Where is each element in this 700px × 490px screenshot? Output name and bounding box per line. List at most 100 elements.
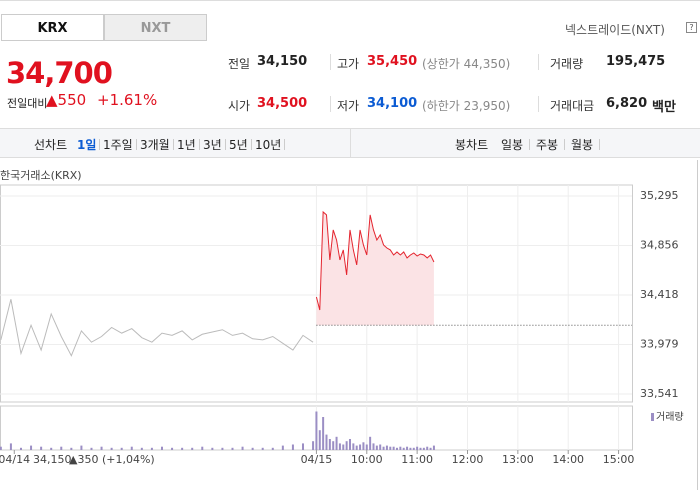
volume-bar: [150, 447, 153, 450]
help-icon[interactable]: ?: [686, 22, 697, 33]
volume-bar: [385, 445, 388, 450]
separator: [225, 139, 226, 150]
line-chart-label: 선차트: [34, 138, 68, 152]
area: [316, 211, 434, 326]
candle-button[interactable]: 주봉: [536, 138, 559, 152]
tab[interactable]: KRX: [1, 14, 104, 41]
volume-bar: [409, 447, 412, 450]
period-button[interactable]: 1주일: [103, 138, 133, 152]
volume-bar: [365, 444, 368, 450]
divider: [538, 54, 539, 70]
stat-label: 고가: [337, 57, 360, 71]
volume-bar: [375, 445, 378, 450]
volume-bar: [291, 444, 294, 450]
volume-bar: [100, 446, 103, 450]
volume-bar: [171, 447, 174, 450]
volume-bar: [389, 446, 392, 450]
volume-bar: [419, 447, 422, 450]
x-tick-label: 04/14: [0, 453, 30, 466]
volume-bar: [416, 446, 419, 450]
change-label: 전일대비: [7, 97, 48, 110]
stat-value: 34,500: [257, 96, 308, 111]
volume-bar: [355, 445, 358, 450]
x-tick-label: 13:00: [502, 453, 534, 466]
volume-bar: [80, 445, 83, 450]
stat-label: 시가: [228, 99, 251, 113]
volume-bar: [19, 447, 22, 450]
candle-button[interactable]: 월봉: [571, 138, 594, 152]
volume-bar: [345, 441, 348, 450]
change: ▲550: [46, 91, 87, 109]
period-button[interactable]: 3개월: [140, 138, 170, 152]
volume-bar: [261, 447, 264, 450]
stat-note: (하한가 23,950): [422, 99, 511, 113]
y-tick-label: 35,295: [640, 189, 679, 202]
separator: [251, 139, 252, 150]
volume-bar: [251, 447, 254, 450]
volume-bar: [412, 447, 415, 450]
top-rule: [0, 0, 700, 1]
volume-bar: [379, 444, 382, 450]
divider: [330, 54, 331, 70]
volume-bar: [130, 446, 133, 450]
volume-bar: [312, 441, 315, 450]
change-rate: +1.61%: [97, 91, 158, 109]
volume-bar: [40, 446, 43, 450]
y-tick-label: 33,979: [640, 338, 679, 351]
volume-bar: [315, 411, 318, 450]
volume-bar: [352, 443, 355, 450]
tab[interactable]: NXT: [104, 14, 207, 41]
period-button[interactable]: 10년: [255, 138, 282, 152]
stat-unit: 백만: [652, 100, 676, 115]
volume-bar: [322, 417, 325, 450]
volume-bar: [110, 447, 113, 450]
volume-bar: [221, 447, 224, 450]
divider: [350, 129, 351, 157]
stat-label: 거래대금: [550, 99, 595, 113]
stat-label: 거래량: [550, 57, 584, 71]
separator: [599, 139, 600, 150]
volume-bar: [90, 447, 93, 450]
stat-value: 34,100: [367, 96, 418, 111]
volume-bar: [338, 443, 341, 450]
chart: 한국거래소(KRX) 35,295 34,856 34,418 33,979 33,541…: [0, 160, 698, 490]
volume-bar: [422, 447, 425, 450]
stat-note: (상한가 44,350): [422, 57, 511, 71]
volume-bar: [181, 447, 184, 450]
volume-bar: [372, 443, 375, 450]
volume-legend-swatch: [651, 413, 654, 421]
volume-bar: [30, 445, 33, 450]
volume-bar: [301, 443, 304, 450]
candle-button[interactable]: 일봉: [501, 138, 524, 152]
volume-bar: [429, 447, 432, 450]
volume-bar: [406, 446, 409, 450]
stat-value: 35,450: [367, 54, 418, 69]
separator: [284, 139, 285, 150]
volume-bar: [241, 446, 244, 450]
volume-bar: [362, 442, 365, 450]
y-tick-label: 34,418: [640, 288, 679, 301]
volume-legend: 거래량: [656, 411, 684, 423]
volume-bar: [140, 447, 143, 450]
stat-value: 34,150: [257, 54, 308, 69]
volume-bar: [120, 447, 123, 450]
divider: [538, 96, 539, 112]
volume-bar: [281, 445, 284, 450]
period-button[interactable]: 5년: [229, 138, 248, 152]
period-button[interactable]: 1년: [177, 138, 196, 152]
x-tick-label: 04/15: [301, 453, 333, 466]
x-tick-label: 11:00: [401, 453, 433, 466]
volume-bar: [332, 441, 335, 450]
volume-bar: [160, 446, 163, 450]
period-button[interactable]: 3년: [203, 138, 222, 152]
volume-bar: [60, 446, 63, 450]
nxt-link[interactable]: 넥스트레이드(NXT): [565, 23, 665, 37]
stat-value: 195,475: [606, 54, 666, 69]
volume-bar: [0, 446, 2, 450]
stat-label: 저가: [337, 99, 360, 113]
period-button[interactable]: 1일: [77, 138, 97, 152]
volume-bar: [211, 447, 214, 450]
candle-label: 봉차트: [455, 138, 489, 152]
price-line: [0, 299, 314, 357]
